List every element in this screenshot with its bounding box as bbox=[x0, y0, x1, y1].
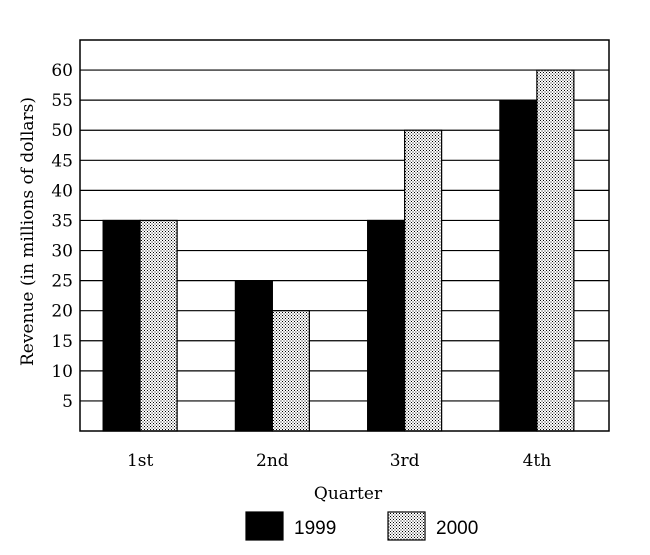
bar-1999-1st bbox=[102, 219, 141, 432]
x-tick-label: 2nd bbox=[256, 451, 289, 471]
legend-swatch-1999 bbox=[245, 511, 284, 541]
y-tick-label: 45 bbox=[51, 151, 73, 171]
bar-1999-4th bbox=[499, 99, 538, 432]
y-tick-label: 15 bbox=[51, 332, 73, 352]
x-axis-title: Quarter bbox=[314, 484, 383, 504]
y-tick-label: 40 bbox=[51, 181, 73, 201]
plot-frame bbox=[79, 39, 610, 432]
y-tick-label: 25 bbox=[51, 272, 73, 292]
bar-2000-2nd bbox=[271, 310, 310, 432]
y-tick-label: 50 bbox=[51, 121, 73, 141]
x-tick-labels: 1st 2nd 3rd 4th bbox=[127, 451, 551, 471]
legend-label-1999: 1999 bbox=[294, 518, 336, 539]
y-axis-title: Revenue (in millions of dollars) bbox=[18, 97, 38, 366]
y-tick-label: 20 bbox=[51, 302, 73, 322]
x-tick-label: 1st bbox=[127, 451, 154, 471]
y-tick-label: 60 bbox=[51, 61, 73, 81]
legend-label-2000: 2000 bbox=[436, 518, 478, 539]
bar-1999-3rd bbox=[367, 219, 406, 432]
bars bbox=[102, 69, 575, 432]
x-tick-label: 3rd bbox=[390, 451, 420, 471]
y-tick-label: 30 bbox=[51, 242, 73, 262]
y-tick-label: 55 bbox=[51, 91, 73, 111]
y-tick-label: 10 bbox=[51, 362, 73, 382]
bar-2000-3rd bbox=[404, 129, 443, 432]
legend: 1999 2000 bbox=[245, 511, 478, 541]
x-tick-label: 4th bbox=[523, 451, 552, 471]
y-tick-label: 5 bbox=[62, 392, 73, 412]
bar-1999-2nd bbox=[234, 280, 273, 432]
bar-2000-1st bbox=[139, 219, 178, 432]
bar-2000-4th bbox=[536, 69, 575, 432]
legend-swatch-2000 bbox=[387, 511, 426, 541]
y-tick-labels: 5 10 15 20 25 30 35 40 45 50 55 60 bbox=[51, 61, 73, 412]
y-tick-label: 35 bbox=[51, 211, 73, 231]
